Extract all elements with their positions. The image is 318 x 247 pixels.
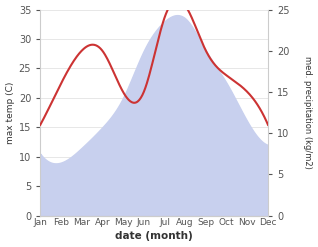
Y-axis label: max temp (C): max temp (C) [5, 81, 15, 144]
X-axis label: date (month): date (month) [115, 231, 193, 242]
Y-axis label: med. precipitation (kg/m2): med. precipitation (kg/m2) [303, 56, 313, 169]
